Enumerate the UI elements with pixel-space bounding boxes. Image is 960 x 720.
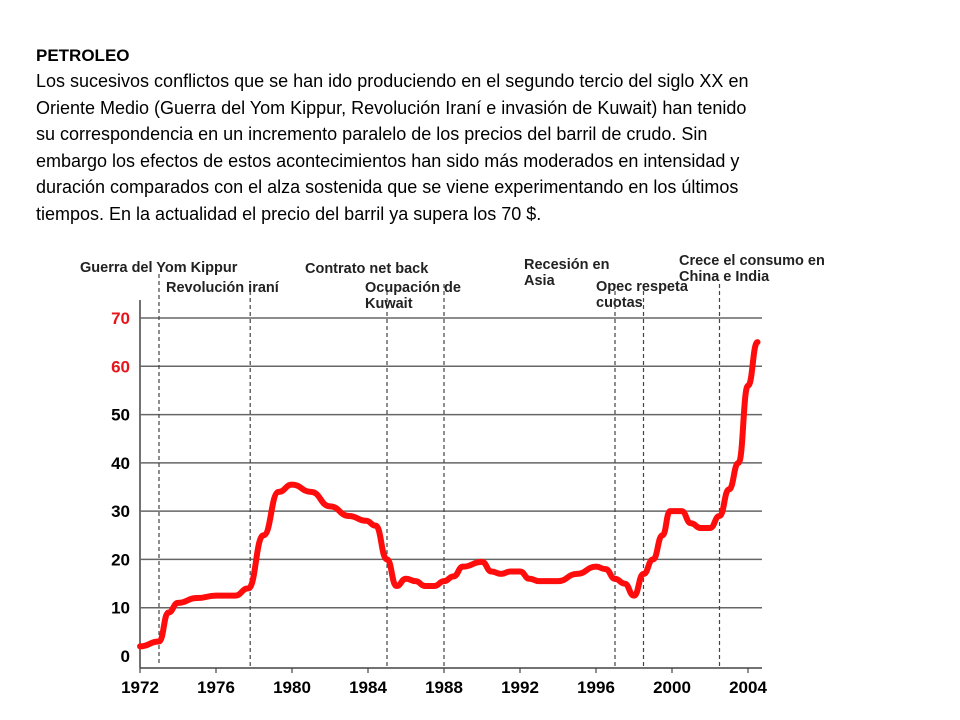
page-title: PETROLEO bbox=[36, 46, 130, 65]
price-data-point bbox=[232, 593, 238, 599]
y-tick-label-60: 60 bbox=[111, 357, 130, 376]
price-data-point bbox=[726, 486, 732, 492]
y-tick-label-20: 20 bbox=[111, 550, 130, 569]
x-tick-label-1972: 1972 bbox=[121, 678, 159, 697]
price-data-point bbox=[346, 513, 352, 519]
price-data-point bbox=[755, 339, 760, 345]
price-series-line bbox=[137, 339, 761, 650]
paragraph-line-3: su correspondencia en un incremento para… bbox=[36, 124, 708, 144]
event-annotation-label: Ocupación de bbox=[365, 280, 461, 296]
event-annotation-label: China e India bbox=[679, 269, 770, 285]
event-annotation-label: Contrato net back bbox=[305, 261, 429, 277]
y-tick-label-70: 70 bbox=[111, 309, 130, 328]
price-data-point bbox=[441, 578, 447, 584]
price-data-point bbox=[641, 571, 646, 577]
intro-text: PETROLEO Los sucesivos conflictos que se… bbox=[36, 44, 936, 227]
y-tick-label-50: 50 bbox=[111, 406, 130, 425]
paragraph-line-4: embargo los efectos de estos acontecimie… bbox=[36, 150, 740, 171]
event-annotation-label: Asia bbox=[524, 273, 556, 289]
price-data-point bbox=[688, 520, 694, 526]
price-data-point bbox=[156, 639, 162, 645]
x-tick-label-2000: 2000 bbox=[653, 678, 691, 697]
price-data-point bbox=[403, 576, 409, 582]
price-data-point bbox=[245, 585, 251, 591]
price-data-point bbox=[717, 513, 722, 519]
price-data-point bbox=[451, 573, 456, 579]
y-tick-label-30: 30 bbox=[111, 502, 130, 521]
x-tick-label-1992: 1992 bbox=[501, 678, 539, 697]
price-data-point bbox=[276, 489, 282, 495]
x-tick-label-1980: 1980 bbox=[273, 678, 311, 697]
price-data-point bbox=[137, 643, 143, 649]
price-data-point bbox=[667, 508, 673, 514]
price-data-point bbox=[698, 525, 703, 531]
price-data-point bbox=[736, 460, 741, 466]
price-data-point bbox=[394, 583, 399, 589]
event-annotation-label: Kuwait bbox=[365, 296, 413, 312]
event-annotation-label: Recesión en bbox=[524, 257, 609, 273]
price-data-point bbox=[289, 482, 295, 488]
event-annotation-label: cuotas bbox=[596, 295, 643, 311]
y-tick-label-10: 10 bbox=[111, 599, 130, 618]
price-data-point bbox=[213, 593, 219, 599]
price-data-point bbox=[489, 569, 494, 574]
intro-paragraph: Los sucesivos conflictos que se han ido … bbox=[36, 68, 936, 227]
price-data-point bbox=[603, 566, 608, 572]
price-data-point bbox=[384, 556, 390, 562]
price-data-point bbox=[373, 523, 379, 529]
paragraph-line-2: Oriente Medio (Guerra del Yom Kippur, Re… bbox=[36, 97, 747, 118]
y-tick-label-40: 40 bbox=[111, 454, 130, 473]
price-data-point bbox=[527, 576, 532, 582]
price-data-point bbox=[679, 508, 684, 514]
price-data-point bbox=[631, 593, 637, 599]
price-data-point bbox=[479, 559, 485, 565]
y-tick-label-0: 0 bbox=[121, 647, 130, 666]
event-annotation-label: Opec respeta bbox=[596, 279, 689, 295]
price-data-point bbox=[194, 595, 200, 601]
event-annotation-label: Revolución iraní bbox=[166, 280, 280, 296]
price-data-point bbox=[660, 532, 665, 538]
price-data-point bbox=[745, 383, 751, 389]
x-tick-label-1996: 1996 bbox=[577, 678, 615, 697]
price-data-point bbox=[327, 503, 333, 509]
price-data-point bbox=[422, 583, 428, 589]
x-tick-label-1988: 1988 bbox=[425, 678, 463, 697]
price-data-point bbox=[166, 610, 171, 616]
price-data-point bbox=[707, 525, 713, 531]
paragraph-line-5: duración comparados con el alza sostenid… bbox=[36, 177, 739, 197]
x-tick-label-2004: 2004 bbox=[729, 678, 767, 697]
price-data-point bbox=[508, 569, 513, 574]
price-data-point bbox=[308, 489, 314, 495]
price-data-point bbox=[593, 564, 599, 570]
price-data-point bbox=[622, 581, 627, 587]
price-data-point bbox=[175, 600, 181, 606]
price-data-point bbox=[517, 569, 523, 574]
price-data-point bbox=[574, 571, 580, 577]
price-data-point bbox=[555, 578, 561, 584]
price-data-point bbox=[460, 564, 466, 570]
paragraph-line-1: Los sucesivos conflictos que se han ido … bbox=[36, 71, 749, 91]
price-data-point bbox=[612, 576, 618, 582]
price-data-point bbox=[261, 532, 266, 538]
price-data-point bbox=[536, 578, 542, 584]
event-annotation-label: Crece el consumo en bbox=[679, 253, 825, 269]
price-data-point bbox=[650, 556, 656, 562]
price-data-point bbox=[498, 571, 504, 577]
x-tick-label-1984: 1984 bbox=[349, 678, 387, 697]
price-data-point bbox=[413, 578, 418, 584]
paragraph-line-6: tiempos. En la actualidad el precio del … bbox=[36, 203, 542, 224]
price-data-point bbox=[432, 583, 437, 589]
x-tick-label-1976: 1976 bbox=[197, 678, 235, 697]
price-data-point bbox=[363, 518, 369, 524]
event-annotation-label: Guerra del Yom Kippur bbox=[80, 260, 238, 276]
